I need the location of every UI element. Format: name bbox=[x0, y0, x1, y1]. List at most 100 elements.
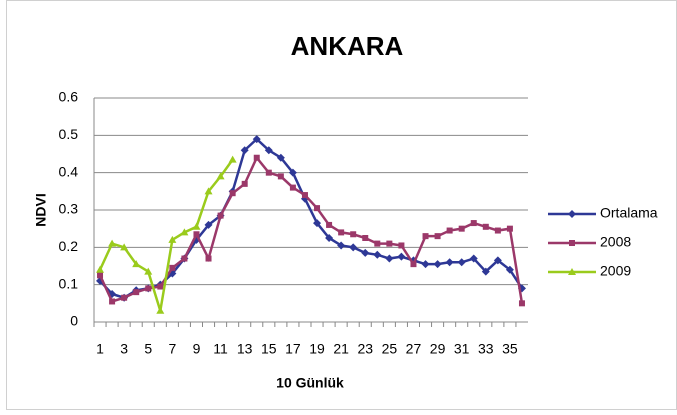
data-point bbox=[169, 264, 176, 271]
data-point bbox=[288, 168, 297, 177]
data-point bbox=[470, 220, 477, 227]
chart-title: ANKARA bbox=[291, 31, 404, 61]
data-point bbox=[253, 154, 260, 161]
data-point bbox=[338, 229, 345, 236]
data-point bbox=[205, 255, 212, 262]
data-point bbox=[433, 260, 442, 269]
data-point bbox=[518, 300, 525, 307]
data-point bbox=[445, 258, 454, 267]
data-point bbox=[241, 180, 248, 187]
data-point bbox=[276, 153, 285, 162]
y-tick-label: 0.6 bbox=[59, 89, 79, 105]
data-point bbox=[156, 306, 165, 314]
data-point bbox=[446, 227, 453, 234]
data-point bbox=[96, 265, 105, 273]
data-point bbox=[469, 254, 478, 263]
y-tick-label: 0 bbox=[70, 313, 78, 329]
data-point bbox=[434, 233, 441, 240]
data-point bbox=[121, 294, 128, 301]
data-point bbox=[168, 235, 177, 243]
data-point bbox=[337, 241, 346, 250]
x-tick-label: 29 bbox=[430, 341, 446, 357]
data-point bbox=[373, 250, 382, 259]
data-point bbox=[240, 146, 249, 155]
y-tick-label: 0.5 bbox=[59, 126, 79, 142]
data-point bbox=[494, 227, 501, 234]
data-point bbox=[482, 223, 489, 230]
x-tick-label: 7 bbox=[168, 341, 176, 357]
data-point bbox=[289, 184, 296, 191]
data-point bbox=[264, 146, 273, 155]
data-point bbox=[326, 221, 333, 228]
legend-label: 2008 bbox=[600, 234, 631, 250]
y-tick-label: 0.4 bbox=[59, 163, 79, 179]
data-point bbox=[97, 272, 104, 279]
data-point bbox=[398, 242, 405, 249]
x-tick-label: 19 bbox=[309, 341, 325, 357]
data-point bbox=[505, 265, 514, 274]
data-point bbox=[144, 267, 153, 275]
data-point bbox=[313, 219, 322, 228]
data-point bbox=[120, 243, 129, 251]
x-tick-label: 17 bbox=[285, 341, 301, 357]
y-tick-label: 0.2 bbox=[59, 238, 79, 254]
chart-frame bbox=[6, 0, 677, 410]
data-point bbox=[361, 248, 370, 257]
data-point bbox=[301, 192, 308, 199]
x-tick-label: 21 bbox=[333, 341, 349, 357]
data-point bbox=[325, 234, 334, 242]
data-point bbox=[350, 231, 357, 238]
x-tick-label: 27 bbox=[406, 341, 422, 357]
data-point bbox=[228, 155, 237, 163]
x-tick-label: 9 bbox=[193, 341, 201, 357]
legend-marker bbox=[569, 240, 575, 246]
x-tick-label: 1 bbox=[96, 341, 104, 357]
data-point bbox=[265, 169, 272, 176]
data-point bbox=[481, 267, 490, 276]
data-point bbox=[181, 255, 188, 262]
data-point bbox=[204, 220, 213, 229]
x-tick-label: 35 bbox=[502, 341, 518, 357]
data-point bbox=[180, 228, 189, 236]
x-axis-label: 10 Günlük bbox=[276, 375, 344, 391]
y-tick-label: 0.1 bbox=[59, 275, 79, 291]
y-tick-label: 0.3 bbox=[59, 201, 79, 217]
data-point bbox=[493, 256, 502, 265]
data-point bbox=[506, 225, 513, 232]
data-point bbox=[145, 285, 152, 292]
data-point bbox=[229, 190, 236, 197]
legend-label: Ortalama bbox=[600, 205, 658, 221]
x-tick-label: 11 bbox=[213, 341, 228, 357]
data-point bbox=[132, 260, 141, 268]
data-point bbox=[385, 254, 394, 263]
data-point bbox=[193, 231, 200, 238]
data-point bbox=[422, 233, 429, 240]
series-line bbox=[98, 158, 234, 312]
data-point bbox=[252, 135, 261, 144]
data-point bbox=[157, 283, 164, 290]
data-point bbox=[109, 298, 116, 305]
x-tick-label: 33 bbox=[478, 341, 494, 357]
data-point bbox=[421, 260, 430, 269]
data-point bbox=[277, 173, 284, 180]
x-tick-label: 15 bbox=[261, 341, 277, 357]
legend-marker bbox=[568, 210, 576, 218]
data-point bbox=[374, 240, 381, 247]
data-point bbox=[349, 243, 358, 252]
x-tick-label: 25 bbox=[382, 341, 398, 357]
data-point bbox=[397, 252, 406, 261]
data-point bbox=[362, 235, 369, 241]
data-point bbox=[108, 239, 117, 247]
data-point bbox=[217, 212, 224, 219]
data-point bbox=[386, 240, 393, 247]
data-point bbox=[204, 187, 213, 195]
data-point bbox=[216, 172, 225, 180]
x-tick-label: 31 bbox=[454, 341, 470, 357]
data-point bbox=[192, 222, 201, 230]
x-tick-label: 3 bbox=[120, 341, 128, 357]
data-point bbox=[457, 258, 466, 267]
x-tick-label: 5 bbox=[144, 341, 152, 357]
data-point bbox=[314, 205, 321, 212]
y-axis-label: NDVI bbox=[33, 193, 49, 226]
